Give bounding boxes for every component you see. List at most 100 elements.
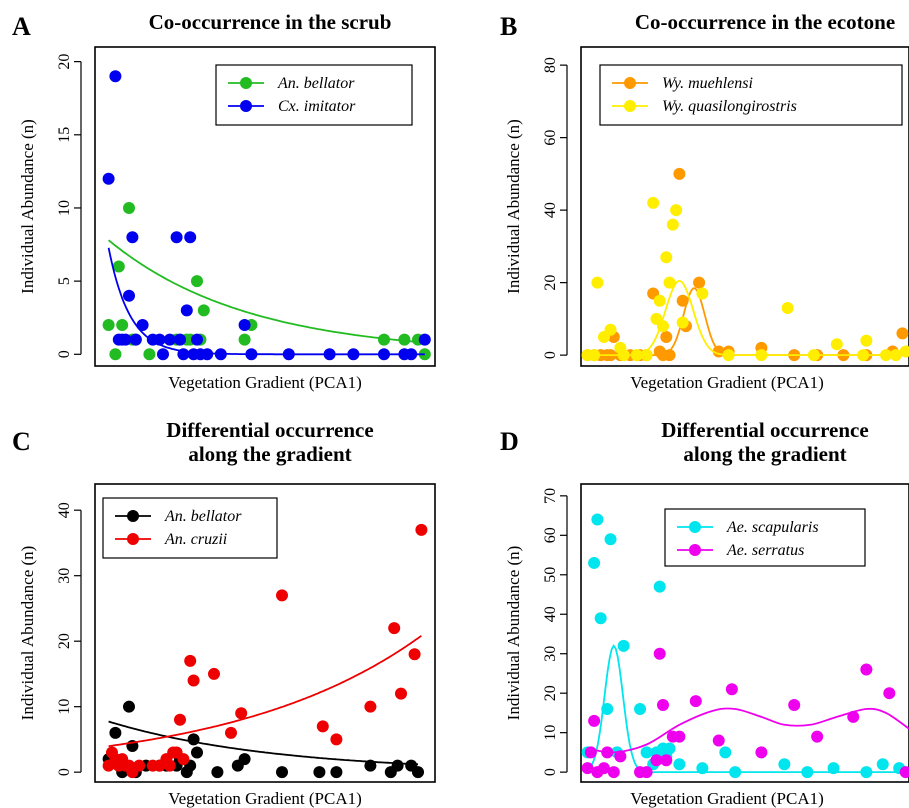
data-point [689, 695, 702, 708]
data-point [170, 231, 183, 244]
y-tick-label: 70 [542, 488, 559, 504]
panel-letter: D [500, 427, 519, 456]
data-point [197, 304, 210, 317]
data-point [660, 754, 673, 767]
data-point [696, 762, 709, 775]
series-1 [102, 523, 428, 779]
data-point [408, 648, 421, 661]
data-point [601, 702, 614, 715]
series-1 [102, 70, 431, 361]
data-point [670, 204, 683, 217]
legend-label: Cx. imitator [278, 98, 356, 115]
legend-label: Wy. muehlensi [662, 75, 753, 92]
y-axis-label: Individual Abundance (n) [504, 546, 523, 721]
legend-label: An. cruzii [164, 531, 227, 548]
y-axis-label: Individual Abundance (n) [18, 546, 37, 721]
data-point [604, 323, 617, 336]
plot-frame [94, 483, 436, 783]
data-point [187, 733, 200, 746]
data-point [330, 733, 343, 746]
legend-swatch-marker [624, 77, 636, 89]
data-point [136, 319, 149, 332]
data-point [395, 687, 407, 700]
data-point [191, 746, 203, 759]
data-point [133, 759, 146, 772]
chart-panel-b: B Co-occurrence in the ecotone 0 20 40 60 80 In… [500, 10, 909, 392]
legend-swatch-marker [240, 77, 252, 89]
y-tick-label: 30 [56, 568, 73, 584]
y-tick-label: 0 [56, 768, 73, 776]
data-point [225, 726, 237, 739]
fit-curve [107, 247, 425, 356]
legend-swatch-marker [127, 533, 139, 545]
data-point [827, 762, 840, 775]
y-tick-label: 15 [56, 127, 73, 143]
legend-label: Ae. serratus [726, 542, 804, 559]
data-point [640, 766, 653, 779]
panel-letter: B [500, 12, 517, 41]
y-tick-label: 30 [542, 646, 559, 662]
data-point [604, 533, 617, 546]
data-point [418, 333, 431, 346]
data-point [276, 766, 288, 779]
plot-frame [580, 483, 909, 783]
data-point [391, 759, 404, 772]
data-point [653, 294, 666, 307]
data-point [187, 674, 200, 687]
data-point [597, 762, 610, 775]
data-point [647, 196, 660, 209]
series-0 [581, 167, 909, 362]
data-point [673, 167, 686, 180]
data-point [591, 276, 604, 289]
data-point [313, 766, 326, 779]
y-tick-label: 60 [542, 130, 559, 146]
data-point [119, 333, 132, 346]
data-point [676, 316, 689, 329]
y-tick-label: 5 [56, 277, 73, 285]
chart-title: Co-occurrence in the scrub [149, 10, 392, 34]
y-tick-label: 20 [56, 633, 73, 649]
data-point [830, 338, 843, 351]
y-tick-label: 80 [542, 57, 559, 73]
data-point [617, 639, 630, 652]
legend-swatch-marker [127, 510, 139, 522]
y-tick-label: 0 [56, 350, 73, 358]
data-point [102, 172, 115, 185]
legend-label: An. bellator [277, 75, 355, 92]
y-tick-label: 20 [542, 685, 559, 701]
panel-letter: A [12, 12, 31, 41]
data-point [811, 730, 824, 743]
data-point [653, 580, 666, 593]
legend: An. bellator An. cruzii [102, 497, 278, 559]
data-point [415, 523, 428, 536]
data-point [755, 746, 768, 759]
data-point [663, 276, 676, 289]
data-point [725, 683, 738, 696]
x-axis-label: Vegetation Gradient (PCA1) [168, 789, 362, 808]
data-point [116, 319, 129, 332]
legend-swatch-marker [240, 100, 252, 112]
legend-swatch-marker [689, 544, 701, 556]
data-point [712, 734, 725, 747]
data-point [660, 251, 673, 264]
legend-box [664, 508, 866, 567]
y-tick-label: 20 [542, 275, 559, 291]
data-point [860, 663, 873, 676]
series-1 [581, 196, 909, 362]
y-tick-label: 0 [542, 351, 559, 359]
data-point [696, 287, 709, 300]
data-point [588, 556, 601, 569]
legend-label: Wy. quasilongirostris [662, 98, 797, 115]
chart-title: Co-occurrence in the ecotone [635, 10, 895, 34]
chart-title: along the gradient [683, 442, 846, 466]
data-point [640, 746, 653, 759]
data-point [330, 766, 343, 779]
data-point [191, 275, 203, 288]
data-point [112, 260, 125, 273]
chart-title: Differential occurrence [166, 418, 373, 442]
data-point [163, 333, 176, 346]
y-tick-label: 50 [542, 567, 559, 583]
data-point [657, 699, 669, 712]
chart-panel-a: A Co-occurrence in the scrub 0 5 10 15 20 Indiv… [12, 10, 436, 392]
